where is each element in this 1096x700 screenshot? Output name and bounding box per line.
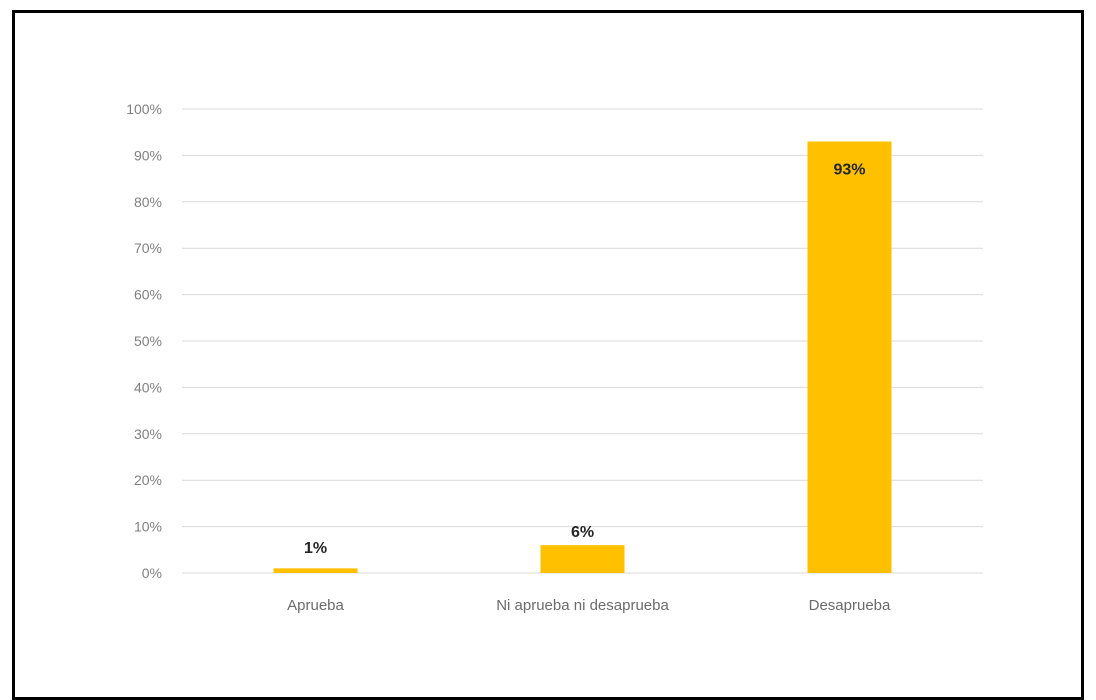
category-label: Aprueba bbox=[287, 597, 344, 614]
data-label: 93% bbox=[833, 161, 865, 178]
y-tick-label: 50% bbox=[134, 333, 162, 349]
y-tick-label: 90% bbox=[134, 147, 162, 163]
y-tick-label: 10% bbox=[134, 519, 162, 535]
y-tick-label: 60% bbox=[134, 287, 162, 303]
y-tick-label: 100% bbox=[126, 101, 162, 117]
bar bbox=[540, 545, 625, 573]
y-axis-ticks: 0% 10% 20% 30% 40% 50% 60% 70% 80% 90% 100% bbox=[126, 101, 162, 581]
data-label: 1% bbox=[304, 540, 327, 557]
bar bbox=[273, 568, 358, 573]
y-tick-label: 80% bbox=[134, 194, 162, 210]
category-label: Desaprueba bbox=[809, 597, 891, 614]
data-label: 6% bbox=[571, 524, 594, 541]
y-tick-label: 40% bbox=[134, 379, 162, 395]
category-labels: Aprueba Ni aprueba ni desaprueba Desaprueb… bbox=[287, 597, 891, 614]
y-tick-label: 30% bbox=[134, 426, 162, 442]
data-labels: 1% 6% 93% bbox=[304, 161, 866, 557]
y-tick-label: 20% bbox=[134, 472, 162, 488]
category-label: Ni aprueba ni desaprueba bbox=[496, 597, 669, 614]
bar-chart: 0% 10% 20% 30% 40% 50% 60% 70% 80% 90% 100% 1% 6% 93… bbox=[126, 101, 983, 614]
chart-frame bbox=[12, 10, 1084, 700]
bar bbox=[807, 141, 892, 574]
bars bbox=[273, 141, 892, 574]
y-tick-label: 0% bbox=[142, 565, 162, 581]
y-tick-label: 70% bbox=[134, 240, 162, 256]
